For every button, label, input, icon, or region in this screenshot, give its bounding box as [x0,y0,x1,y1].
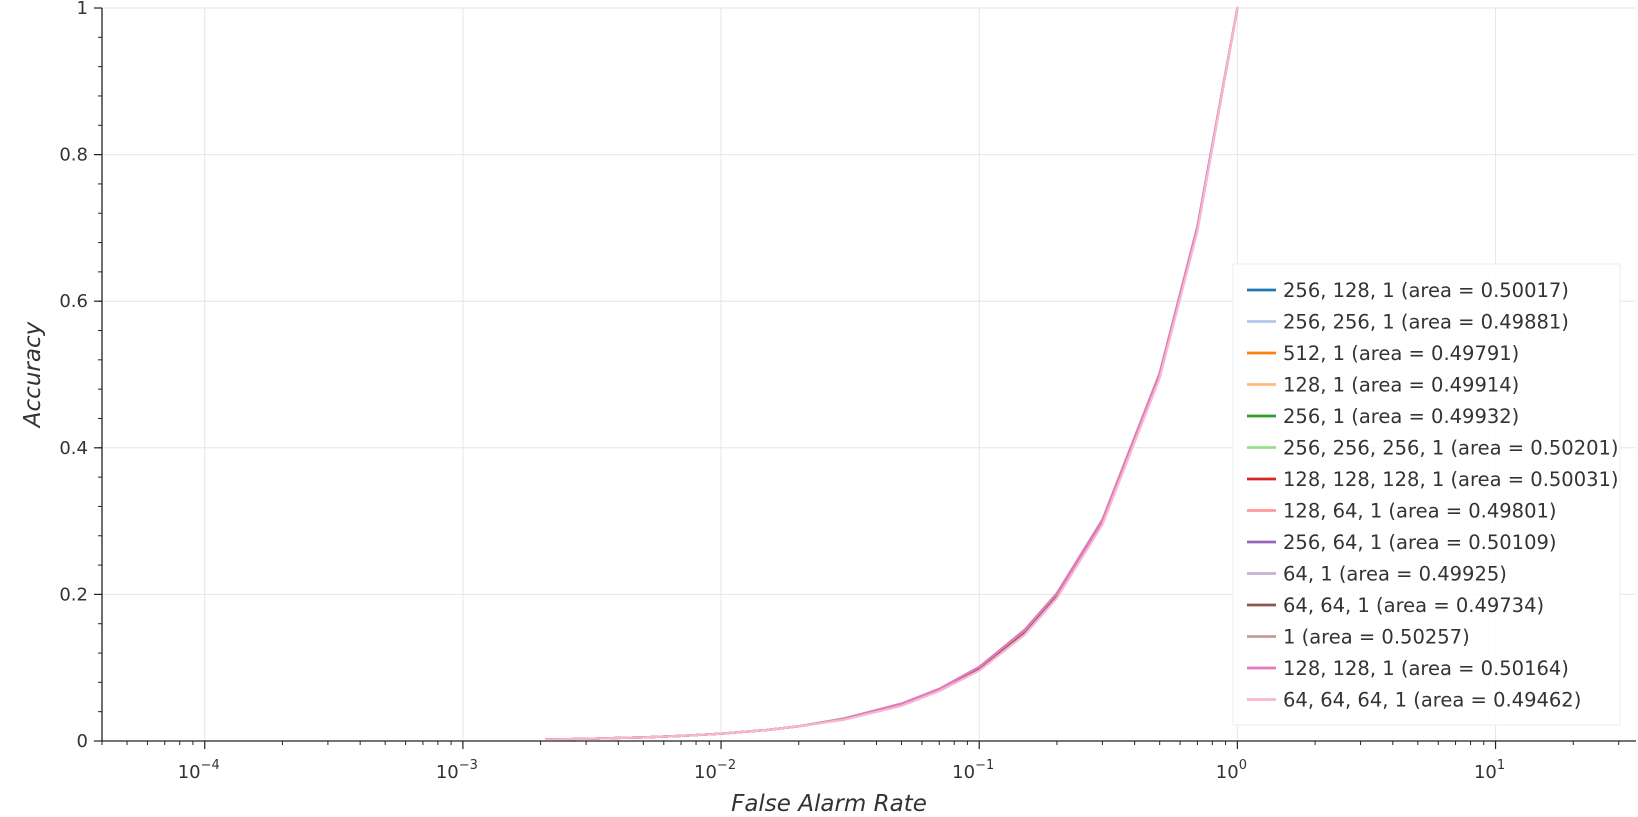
legend-label: 256, 256, 1 (area = 0.49881) [1283,311,1569,334]
x-tick-label: 10−3 [436,758,478,783]
x-tick-label: 100 [1216,758,1247,783]
series-line [544,6,1239,741]
legend-label: 128, 128, 128, 1 (area = 0.50031) [1283,468,1619,491]
series-line [544,6,1239,741]
legend-label: 256, 256, 256, 1 (area = 0.50201) [1283,437,1619,460]
x-axis-title: False Alarm Rate [731,791,927,817]
legend: 256, 128, 1 (area = 0.50017) 256, 256, 1 … [1232,263,1621,726]
legend-label: 128, 64, 1 (area = 0.49801) [1283,500,1557,523]
series-line [544,6,1239,741]
series-lines [544,6,1239,741]
legend-label: 64, 64, 1 (area = 0.49734) [1283,594,1544,617]
y-axis-title: Accuracy [20,321,46,429]
legend-label: 256, 64, 1 (area = 0.50109) [1283,531,1557,554]
legend-label: 256, 1 (area = 0.49932) [1283,405,1519,428]
series-line [544,6,1239,741]
axes: 0 0.2 0.4 0.6 0.8 1 10−4 10−3 10−2 10−1 100 101 [59,0,1636,783]
series-line [544,6,1239,741]
legend-label: 64, 64, 64, 1 (area = 0.49462) [1283,689,1581,712]
y-tick-label: 1 [77,0,88,19]
series-line [544,6,1239,741]
legend-label: 256, 128, 1 (area = 0.50017) [1283,279,1569,302]
series-line [544,6,1239,741]
series-line [544,6,1239,741]
legend-label: 128, 128, 1 (area = 0.50164) [1283,657,1569,680]
series-line [544,6,1239,741]
series-line [544,6,1239,741]
y-tick-label: 0.4 [59,438,88,459]
x-tick-label: 10−2 [694,758,736,783]
series-line [544,6,1239,741]
y-tick-label: 0.8 [59,145,88,166]
series-line [544,6,1239,741]
series-line [544,6,1239,741]
y-tick-label: 0 [77,731,88,752]
legend-box [1232,263,1621,726]
legend-label: 64, 1 (area = 0.49925) [1283,563,1507,586]
x-tick-label: 10−4 [178,758,220,783]
legend-label: 128, 1 (area = 0.49914) [1283,374,1519,397]
series-line [544,6,1239,741]
x-tick-label: 10−1 [952,758,994,783]
legend-label: 512, 1 (area = 0.49791) [1283,342,1519,365]
legend-label: 1 (area = 0.50257) [1283,626,1470,649]
x-tick-label: 101 [1474,758,1505,783]
y-tick-label: 0.2 [59,584,88,605]
y-tick-label: 0.6 [59,291,88,312]
